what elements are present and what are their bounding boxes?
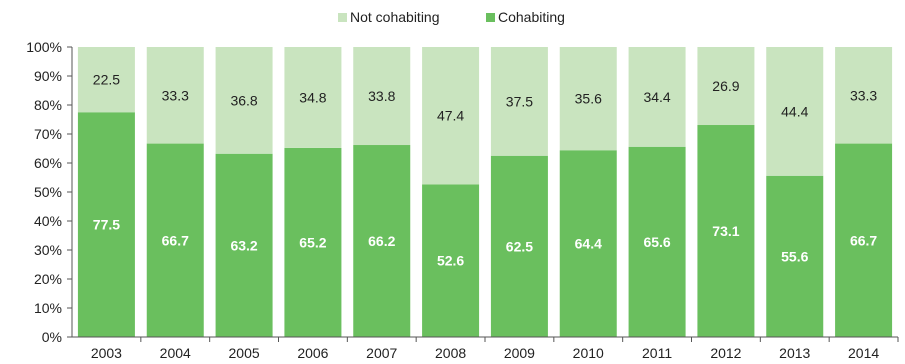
bar-cohabiting — [77, 112, 135, 337]
x-tick-label: 2013 — [779, 345, 810, 361]
x-tick-label: 2010 — [573, 345, 604, 361]
bar-not-cohabiting — [490, 47, 548, 156]
data-label-cohabiting: 66.2 — [368, 233, 395, 249]
y-tick-label: 40% — [34, 213, 62, 229]
bar-cohabiting — [766, 175, 824, 337]
data-label-not-cohabiting: 22.5 — [93, 72, 120, 88]
bar-cohabiting — [284, 147, 342, 337]
y-tick-label: 100% — [26, 39, 62, 55]
bar-cohabiting — [353, 145, 411, 337]
y-axis: 0% 10% 20% 30% 40% 50% 60% 70% 80% 90% 100% — [26, 39, 73, 345]
data-label-not-cohabiting: 26.9 — [712, 78, 739, 94]
data-label-cohabiting: 64.4 — [575, 236, 602, 252]
bar-not-cohabiting — [628, 47, 686, 147]
y-tick-label: 90% — [34, 68, 62, 84]
data-label-cohabiting: 62.5 — [506, 238, 533, 254]
x-tick-label: 2011 — [642, 345, 672, 361]
y-tick-label: 70% — [34, 126, 62, 142]
bar-not-cohabiting — [766, 47, 824, 176]
y-tick-label: 0% — [42, 329, 62, 345]
bar-cohabiting — [835, 143, 893, 337]
bar-cohabiting — [697, 125, 755, 337]
data-label-cohabiting: 55.6 — [781, 248, 808, 264]
y-tick-label: 30% — [34, 242, 62, 258]
data-label-cohabiting: 65.2 — [299, 234, 326, 250]
bar-not-cohabiting — [284, 47, 342, 148]
bar-not-cohabiting — [353, 47, 411, 146]
data-label-cohabiting: 52.6 — [437, 253, 464, 269]
bar-cohabiting — [490, 155, 548, 337]
bar-not-cohabiting — [77, 47, 135, 113]
data-label-cohabiting: 66.7 — [162, 232, 189, 248]
y-tick-label: 20% — [34, 271, 62, 287]
x-tick-label: 2008 — [435, 345, 466, 361]
x-tick-label: 2003 — [91, 345, 122, 361]
bar-cohabiting — [628, 146, 686, 337]
bar-cohabiting — [559, 150, 617, 337]
bar-not-cohabiting — [146, 47, 204, 144]
x-tick-label: 2014 — [848, 345, 879, 361]
y-tick-label: 80% — [34, 97, 62, 113]
y-tick-label: 10% — [34, 300, 62, 316]
bar-cohabiting — [146, 143, 204, 337]
data-label-not-cohabiting: 44.4 — [781, 103, 808, 119]
x-tick-label: 2012 — [710, 345, 741, 361]
y-tick-label: 50% — [34, 184, 62, 200]
data-label-not-cohabiting: 36.8 — [230, 92, 257, 108]
bar-not-cohabiting — [697, 47, 755, 126]
data-label-not-cohabiting: 33.8 — [368, 88, 395, 104]
data-label-not-cohabiting: 35.6 — [575, 91, 602, 107]
bar-cohabiting — [215, 153, 273, 337]
y-tick-label: 60% — [34, 155, 62, 171]
data-label-cohabiting: 73.1 — [712, 223, 739, 239]
x-tick-label: 2004 — [160, 345, 191, 361]
x-tick-label: 2005 — [229, 345, 260, 361]
x-tick-label: 2009 — [504, 345, 535, 361]
data-label-cohabiting: 66.7 — [850, 232, 877, 248]
data-label-not-cohabiting: 47.4 — [437, 108, 464, 124]
legend-swatch — [486, 13, 495, 22]
x-tick-label: 2007 — [366, 345, 397, 361]
legend-swatch — [338, 13, 347, 22]
data-label-cohabiting: 77.5 — [93, 217, 120, 233]
legend: Not cohabiting Cohabiting — [338, 9, 565, 25]
data-label-not-cohabiting: 33.3 — [162, 87, 189, 103]
legend-label: Not cohabiting — [350, 9, 440, 25]
bars: 77.5 22.5 66.7 33.3 63.2 36.8 65.2 34.8 66.2 33.8… — [77, 47, 893, 337]
bar-cohabiting — [422, 184, 480, 337]
bar-not-cohabiting — [215, 47, 273, 154]
data-label-cohabiting: 63.2 — [230, 237, 257, 253]
x-axis: 2003 2004 2005 2006 2007 2008 2009 2010 2011 2012… — [72, 336, 899, 361]
x-tick-label: 2006 — [297, 345, 328, 361]
bar-not-cohabiting — [422, 47, 480, 185]
legend-label: Cohabiting — [498, 9, 565, 25]
data-label-not-cohabiting: 34.4 — [643, 89, 670, 105]
data-label-cohabiting: 65.6 — [643, 234, 670, 250]
bar-not-cohabiting — [559, 47, 617, 151]
data-label-not-cohabiting: 33.3 — [850, 87, 877, 103]
bar-not-cohabiting — [835, 47, 893, 144]
data-label-not-cohabiting: 37.5 — [506, 93, 533, 109]
data-label-not-cohabiting: 34.8 — [299, 89, 326, 105]
